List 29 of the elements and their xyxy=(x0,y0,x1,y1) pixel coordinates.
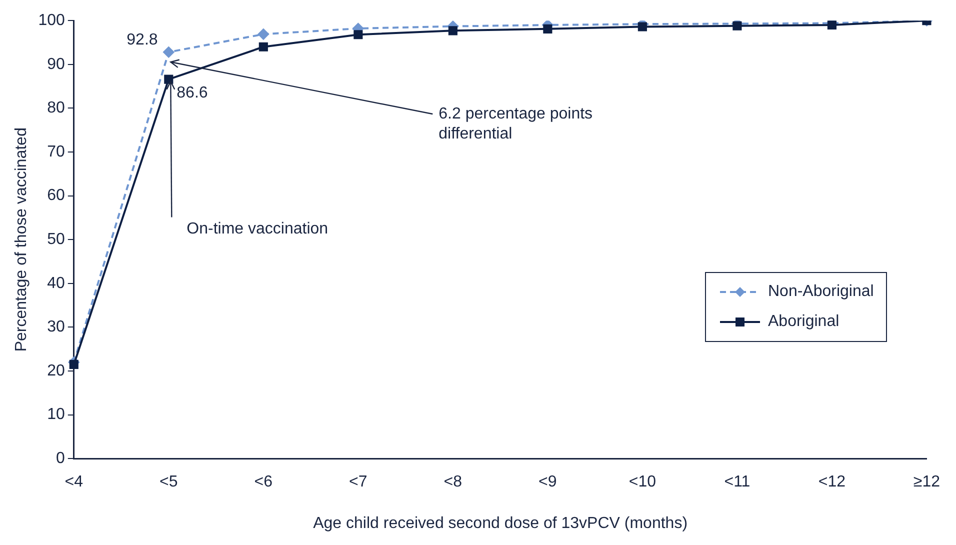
annotation: On-time vaccination xyxy=(186,220,328,238)
x-tick-label: <9 xyxy=(538,474,557,491)
y-tick-label: 100 xyxy=(38,12,65,30)
x-axis-title: Age child received second dose of 13vPCV (months) xyxy=(313,514,688,532)
x-tick-label: <6 xyxy=(254,474,273,491)
y-tick-label: 0 xyxy=(56,450,65,468)
y-tick-label: 70 xyxy=(47,143,65,160)
x-tick-label: <8 xyxy=(444,474,462,491)
y-tick-label: 80 xyxy=(47,100,65,117)
y-tick-label: 10 xyxy=(47,406,65,424)
y-tick-label: 20 xyxy=(47,362,65,380)
y-tick-label: 40 xyxy=(47,274,65,292)
legend-label: Aboriginal xyxy=(768,313,840,331)
x-tick-label: <10 xyxy=(628,474,656,491)
y-tick-label: 30 xyxy=(47,318,65,336)
annotation: 6.2 percentage points differential xyxy=(438,105,593,142)
x-tick-label: <5 xyxy=(160,474,178,491)
x-tick-label: <12 xyxy=(818,474,846,491)
x-tick-label: <7 xyxy=(349,474,368,491)
x-tick-label: ≥12 xyxy=(913,474,940,491)
x-tick-label: <4 xyxy=(64,474,84,491)
annotation: 86.6 xyxy=(176,84,208,102)
y-axis-title: Percentage of those vaccinated xyxy=(13,128,30,352)
y-tick-label: 50 xyxy=(47,231,65,248)
legend-label: Non-Aboriginal xyxy=(768,283,874,301)
y-tick-label: 90 xyxy=(47,56,65,73)
annotation: 92.8 xyxy=(126,32,158,49)
y-tick-label: 60 xyxy=(47,187,65,204)
x-tick-label: <11 xyxy=(724,474,750,491)
